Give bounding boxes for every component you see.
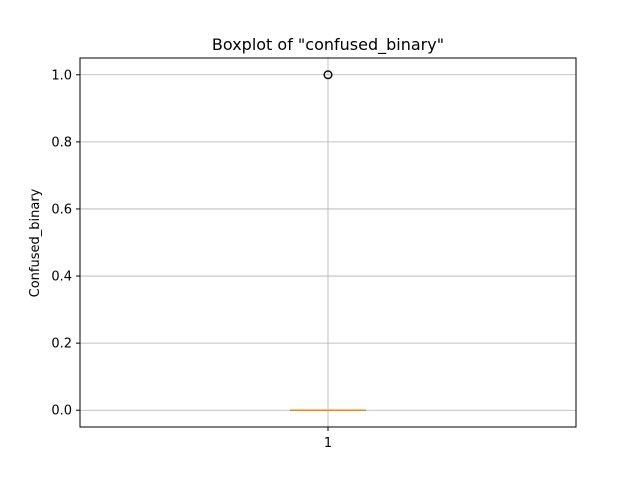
y-tick-label: 0.0 [51, 404, 72, 419]
y-axis-label: Confused_binary [28, 188, 43, 297]
grid-lines [80, 58, 576, 427]
chart-title: Boxplot of "confused_binary" [212, 35, 444, 55]
y-tick-label: 0.8 [51, 135, 72, 150]
y-tick-label: 0.4 [51, 270, 72, 285]
y-tick-label: 0.6 [51, 202, 72, 217]
outlier-point [323, 70, 333, 80]
y-tick-label: 1.0 [51, 68, 72, 83]
y-tick-label: 0.2 [51, 337, 72, 352]
x-tick-label: 1 [324, 436, 332, 451]
plot-data [290, 70, 366, 411]
axis-ticks: 0.0 0.2 0.4 0.6 0.8 1.0 1 [51, 68, 332, 451]
